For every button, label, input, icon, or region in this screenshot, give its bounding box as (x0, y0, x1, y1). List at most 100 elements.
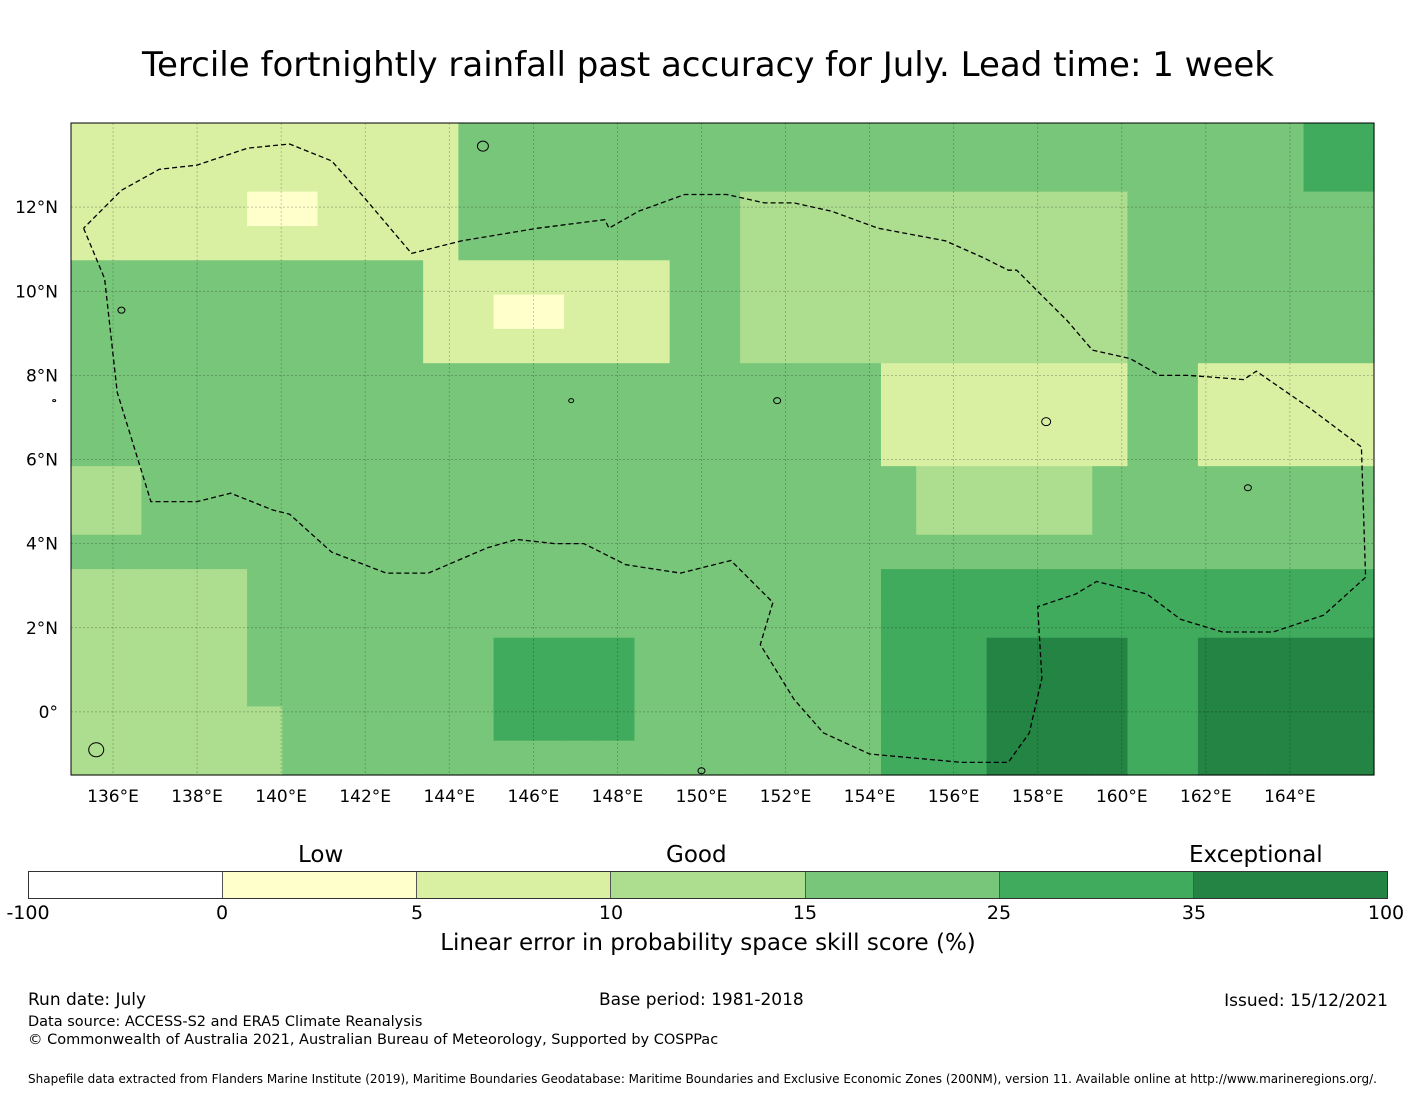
skill-cell (916, 431, 953, 467)
skill-cell (211, 706, 248, 742)
skill-cell (704, 569, 741, 605)
skill-cell (1197, 191, 1234, 227)
skill-cell (775, 260, 812, 296)
skill-cell (599, 569, 636, 605)
skill-cell (1338, 363, 1375, 399)
skill-cell (1127, 191, 1164, 227)
skill-cell (1233, 397, 1269, 433)
skill-cell (704, 123, 741, 158)
skill-cell (810, 637, 847, 673)
skill-cell (1127, 328, 1164, 364)
skill-cell (1233, 672, 1269, 707)
skill-cell (1127, 123, 1164, 158)
skill-cell (1197, 706, 1234, 742)
skill-cell (528, 431, 565, 467)
skill-cell (1197, 123, 1234, 158)
skill-cell (1233, 466, 1269, 502)
skill-cell (493, 603, 530, 639)
skill-cell (1303, 637, 1340, 673)
skill-cell (1303, 534, 1340, 570)
skill-cell (845, 191, 882, 227)
skill-cell (106, 740, 143, 776)
skill-cell (916, 123, 953, 158)
skill-cell (1303, 706, 1340, 742)
colorbar-segment (805, 872, 1000, 898)
longitude-tick-label: 140°E (255, 787, 307, 807)
skill-cell (599, 397, 636, 433)
skill-cell (1092, 500, 1129, 536)
skill-cell (740, 260, 776, 296)
skill-cell (986, 431, 1023, 467)
skill-cell (352, 191, 389, 227)
skill-cell (141, 328, 178, 364)
data-source: Data source: ACCESS-S2 and ERA5 Climate … (28, 1014, 423, 1030)
skill-cell (1162, 740, 1199, 776)
skill-cell (317, 191, 354, 227)
skill-cell (986, 672, 1023, 707)
skill-cell (211, 294, 248, 330)
skill-cell (564, 363, 600, 399)
skill-cell (951, 123, 988, 158)
skill-cell (564, 706, 600, 742)
skill-cell (880, 637, 917, 673)
skill-cell (106, 260, 143, 296)
longitude-tick-label: 146°E (508, 787, 560, 807)
skill-cell (1268, 328, 1305, 364)
skill-cell (71, 740, 107, 776)
skill-cell (634, 363, 671, 399)
skill-cell (1057, 534, 1093, 570)
skill-cell (1338, 328, 1375, 364)
skill-cell (599, 225, 636, 261)
longitude-tick-label: 142°E (339, 787, 391, 807)
skill-cell (810, 294, 847, 330)
skill-cell (141, 397, 178, 433)
skill-cell (1092, 637, 1129, 673)
skill-cell (704, 431, 741, 467)
skill-cell (1092, 123, 1129, 158)
skill-cell (1197, 534, 1234, 570)
skill-cell (916, 672, 953, 707)
skill-cell (247, 431, 283, 467)
skill-cell (916, 294, 953, 330)
skill-cell (951, 706, 988, 742)
skill-cell (282, 637, 319, 673)
skill-cell (775, 294, 812, 330)
skill-cell (1338, 397, 1375, 433)
skill-cell (880, 534, 917, 570)
skill-cell (740, 328, 776, 364)
skill-cell (916, 534, 953, 570)
skill-cell (176, 706, 213, 742)
skill-cell (493, 294, 530, 330)
skill-cell (493, 431, 530, 467)
skill-cell (916, 328, 953, 364)
skill-cell (352, 294, 389, 330)
skill-cell (1021, 500, 1058, 536)
skill-cell (1268, 363, 1305, 399)
skill-cell (986, 637, 1023, 673)
skill-cell (1233, 294, 1269, 330)
skill-cell (247, 706, 283, 742)
skill-cell (352, 534, 389, 570)
island-outline (88, 742, 105, 758)
skill-cell (1303, 328, 1340, 364)
skill-cell (106, 123, 143, 158)
skill-cell (740, 294, 776, 330)
skill-cell (669, 603, 706, 639)
skill-cell (458, 260, 495, 296)
skill-cell (599, 466, 636, 502)
skill-cell (106, 466, 143, 502)
skill-score-map: 136°E 138°E 140°E 142°E 144°E 146°E 148°E 150°E… (15, 122, 1375, 807)
skill-cell (951, 191, 988, 227)
skill-cell (1303, 225, 1340, 261)
skill-cell (880, 569, 917, 605)
skill-cell (845, 637, 882, 673)
skill-cell (810, 260, 847, 296)
skill-cell (1268, 397, 1305, 433)
skill-cell (1162, 534, 1199, 570)
skill-cell (211, 603, 248, 639)
skill-cell (423, 534, 459, 570)
skill-cell (247, 603, 283, 639)
skill-cell (810, 500, 847, 536)
skill-cell (71, 260, 107, 296)
skill-cell (704, 397, 741, 433)
